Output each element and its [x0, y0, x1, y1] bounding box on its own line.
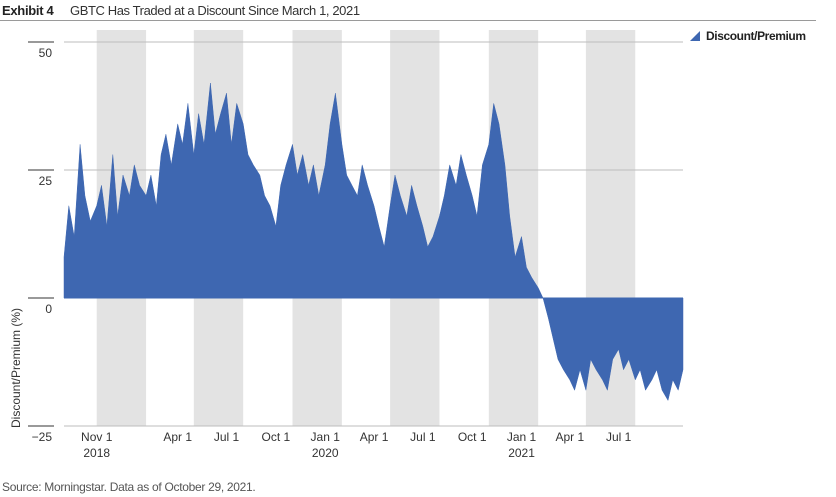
xtick-label-3: Oct 1	[262, 430, 291, 444]
ytick-label-0: 50	[39, 46, 53, 60]
xtick-label-4: Jan 1	[311, 430, 341, 444]
xtick-label-10: Jul 1	[606, 430, 632, 444]
chart-header: Exhibit 4 GBTC Has Traded at a Discount …	[0, 0, 816, 21]
xtick-year-4: 2020	[312, 446, 339, 460]
legend: Discount/Premium	[690, 29, 806, 43]
area-series	[63, 82, 684, 402]
exhibit-label: Exhibit 4	[2, 3, 54, 18]
x-axis: Nov 1 2018 Apr 1 Jul 1 Oct 1 Jan 1 2020 Apr 1 Ju…	[81, 430, 632, 460]
xtick-label-5: Apr 1	[360, 430, 389, 444]
series-area	[63, 82, 684, 402]
xtick-label-6: Jul 1	[410, 430, 436, 444]
y-axis: 50 25 0 −25	[28, 41, 54, 444]
source-note: Source: Morningstar. Data as of October …	[2, 480, 256, 494]
xtick-label-7: Oct 1	[458, 430, 487, 444]
y-axis-label: Discount/Premium (%)	[9, 308, 23, 428]
xtick-year-8: 2021	[508, 446, 535, 460]
xtick-label-2: Jul 1	[214, 430, 240, 444]
ytick-label-3: −25	[32, 430, 53, 444]
ytick-label-2: 0	[45, 302, 52, 316]
xtick-label-8: Jan 1	[507, 430, 537, 444]
ytick-label-1: 25	[39, 174, 53, 188]
xtick-label-0: Nov 1	[81, 430, 113, 444]
legend-label: Discount/Premium	[706, 29, 806, 43]
xtick-label-1: Apr 1	[163, 430, 192, 444]
legend-swatch-icon	[690, 31, 700, 41]
chart-title: GBTC Has Traded at a Discount Since Marc…	[70, 3, 360, 18]
xtick-year-0: 2018	[83, 446, 110, 460]
xtick-label-9: Apr 1	[555, 430, 584, 444]
